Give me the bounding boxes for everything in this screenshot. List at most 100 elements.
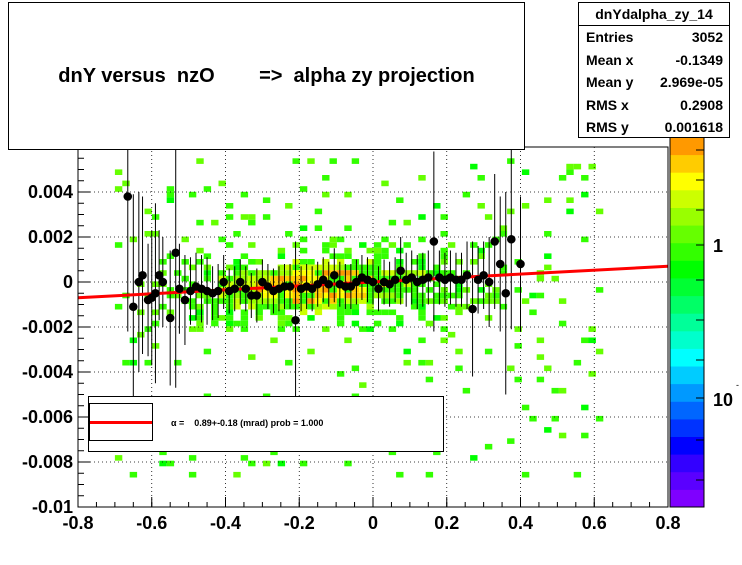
heatmap-cell xyxy=(203,253,212,259)
profile-point xyxy=(129,302,138,312)
heatmap-cell xyxy=(366,259,374,265)
heatmap-cell xyxy=(344,287,352,293)
profile-point xyxy=(396,266,405,276)
heatmap-cell xyxy=(566,197,574,203)
heatmap-cell xyxy=(581,404,589,411)
heatmap-cell xyxy=(299,298,308,304)
heatmap-cell xyxy=(292,292,300,299)
heatmap-cell xyxy=(529,309,537,316)
palette-swatch xyxy=(670,489,704,508)
heatmap-cell xyxy=(292,264,300,271)
heatmap-cell xyxy=(255,309,263,316)
heatmap-cell xyxy=(292,326,300,332)
heatmap-cell xyxy=(514,376,522,383)
heatmap-cell xyxy=(536,292,545,299)
heatmap-cell xyxy=(595,287,604,293)
heatmap-cell xyxy=(418,303,426,310)
heatmap-cell xyxy=(174,292,182,299)
heatmap-cell xyxy=(233,320,241,327)
profile-point xyxy=(484,277,494,287)
heatmap-cell xyxy=(188,455,197,461)
heatmap-cell xyxy=(470,242,478,248)
heatmap-cell xyxy=(440,247,448,254)
heatmap-cell xyxy=(240,270,249,276)
palette-swatch xyxy=(670,454,704,473)
profile-point xyxy=(462,270,472,280)
heatmap-cell xyxy=(196,292,204,299)
heatmap-cell xyxy=(233,264,241,271)
heatmap-cell xyxy=(403,242,411,248)
axes: -0.8 -0.6 -0.4 -0.2 0 0.2 0.4 0.6 0.8 -0.01 -0.008… xyxy=(22,157,681,533)
palette-label-exponent: - xyxy=(736,380,739,390)
heatmap-cell xyxy=(255,270,263,276)
palette-swatch xyxy=(670,137,704,156)
heatmap-cell xyxy=(292,298,300,304)
heatmap-cell xyxy=(433,449,441,456)
heatmap-cell xyxy=(440,214,448,220)
heatmap-cell xyxy=(359,287,367,293)
legend-fit-line xyxy=(90,421,152,424)
heatmap-cell xyxy=(470,259,478,265)
profile-point xyxy=(138,270,147,280)
palette-label-middle: 1 xyxy=(713,236,723,256)
heatmap-cell xyxy=(344,337,352,344)
heatmap-cell xyxy=(292,259,300,265)
heatmap-cell xyxy=(248,259,256,265)
heatmap-cell xyxy=(285,264,293,271)
profile-point xyxy=(291,315,300,325)
heatmap-cell xyxy=(521,203,530,209)
heatmap-cell xyxy=(322,191,330,198)
heatmap-cell xyxy=(396,197,404,203)
heatmap-cell xyxy=(455,259,463,265)
profile-point xyxy=(501,288,511,298)
heatmap-cell xyxy=(366,292,374,299)
palette-swatch xyxy=(670,207,704,226)
heatmap-cell xyxy=(344,225,352,231)
palette-swatch xyxy=(670,436,704,455)
heatmap-cell xyxy=(440,253,448,259)
heatmap-cell xyxy=(188,326,197,332)
heatmap-cell xyxy=(225,320,234,327)
heatmap-cell xyxy=(396,247,404,254)
heatmap-cell xyxy=(484,348,493,355)
heatmap-cell xyxy=(314,225,323,231)
stat-row-mean-y: Mean y 2.969e-05 xyxy=(579,71,729,94)
heatmap-cell xyxy=(285,203,293,209)
heatmap-cell xyxy=(196,320,204,327)
heatmap-cell xyxy=(314,275,323,282)
heatmap-cell xyxy=(447,331,456,338)
heatmap-cell xyxy=(588,371,596,377)
heatmap-cell xyxy=(455,303,463,310)
heatmap-cell xyxy=(410,298,419,304)
x-tick-label: -0.4 xyxy=(210,513,241,533)
heatmap-cell xyxy=(270,292,278,299)
heatmap-cell xyxy=(373,253,382,259)
palette-swatch xyxy=(670,313,704,332)
palette-swatch xyxy=(670,189,704,208)
heatmap-cell xyxy=(499,264,508,271)
heatmap-cell xyxy=(218,180,226,187)
heatmap-cell xyxy=(240,281,249,287)
heatmap-cell xyxy=(240,264,249,271)
heatmap-cell xyxy=(299,460,308,467)
heatmap-cell xyxy=(255,275,263,282)
heatmap-cell xyxy=(396,320,404,327)
heatmap-cell xyxy=(240,292,249,299)
heatmap-cell xyxy=(373,247,382,254)
heatmap-cell xyxy=(285,270,293,276)
heatmap-cell xyxy=(440,259,448,265)
heatmap-cell xyxy=(233,471,241,478)
heatmap-cell xyxy=(322,247,330,254)
profile-point xyxy=(134,277,144,287)
heatmap-cell xyxy=(322,264,330,271)
heatmap-cell xyxy=(477,247,485,254)
heatmap-cell xyxy=(322,303,330,310)
heatmap-cell xyxy=(240,298,249,304)
heatmap-cell xyxy=(388,309,397,316)
heatmap-cell xyxy=(292,158,300,164)
heatmap-cell xyxy=(366,270,374,276)
heatmap-cell xyxy=(329,236,337,243)
heatmap-cell xyxy=(381,292,389,299)
heatmap-cell xyxy=(329,303,337,310)
heatmap-cell xyxy=(196,247,204,254)
